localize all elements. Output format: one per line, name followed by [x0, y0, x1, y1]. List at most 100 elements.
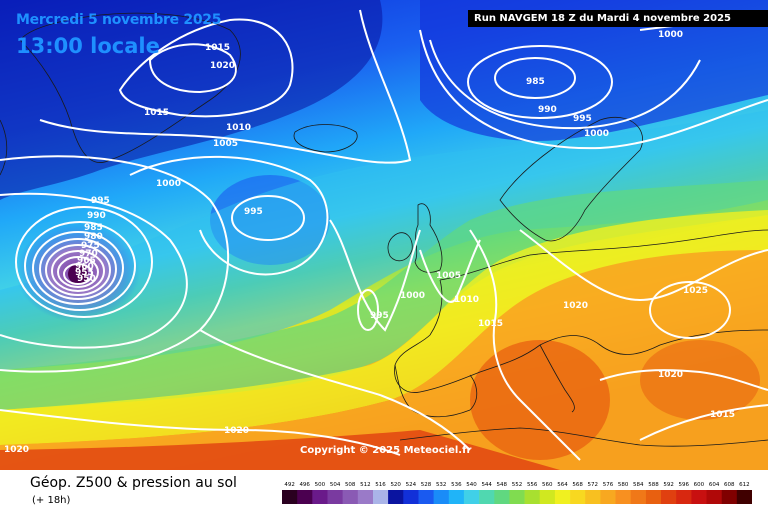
- legend-tick-label: 572: [588, 482, 599, 488]
- isobar-ring: [494, 57, 576, 99]
- isobar-ring: [57, 256, 99, 288]
- isobar-label: 1020: [224, 426, 249, 436]
- legend-tick-label: 504: [330, 482, 341, 488]
- legend-swatch: [645, 490, 662, 504]
- isobar-label: 1020: [4, 445, 29, 455]
- legend-tick-label: 512: [360, 482, 371, 488]
- isobar-label: 1000: [584, 129, 609, 139]
- isobar-label: 1025: [683, 286, 708, 296]
- isobar-line: [419, 239, 481, 303]
- legend-tick-label: 584: [633, 482, 644, 488]
- legend-swatch: [630, 490, 647, 504]
- legend-swatch: [342, 490, 359, 504]
- legend-swatch: [524, 490, 541, 504]
- legend-tick-label: 532: [436, 482, 447, 488]
- legend-tick-label: 596: [679, 482, 690, 488]
- legend-swatch: [448, 490, 465, 504]
- isobar-label: 960: [75, 262, 94, 272]
- legend-swatch: [509, 490, 525, 504]
- isobar-label: 1000: [156, 179, 181, 189]
- isobars: [0, 9, 768, 461]
- legend-swatch: [312, 490, 328, 504]
- forecast-date: Mercredi 5 novembre 2025: [16, 12, 222, 28]
- isobar-label: 970: [79, 249, 98, 259]
- copyright-notice: Copyright © 2025 Meteociel.fr: [300, 445, 472, 456]
- z500-yellow-band: [0, 210, 768, 445]
- legend-swatch: [585, 490, 601, 504]
- isobar-ring: [231, 195, 305, 241]
- z500-low-northeast: [420, 0, 768, 141]
- britain-coast: [414, 203, 443, 273]
- legend-tick-label: 500: [315, 482, 326, 488]
- z500-low-north: [0, 0, 383, 200]
- isobar-label: 1015: [478, 319, 503, 329]
- z500-red-south: [0, 430, 560, 470]
- isobar-label: 1020: [210, 61, 235, 71]
- legend-swatch: [282, 490, 298, 504]
- legend-swatch: [479, 490, 495, 504]
- isobar-label: 995: [244, 207, 263, 217]
- legend-swatch: [357, 490, 374, 504]
- ireland-coast: [387, 232, 413, 262]
- legend-swatch: [554, 490, 571, 504]
- canada-coast: [0, 119, 8, 176]
- isobar-labels: 1015 1020 1015 1010 1005 1000 995 995 99…: [4, 30, 735, 455]
- isobar-label: 985: [526, 77, 545, 87]
- legend-swatch: [661, 490, 677, 504]
- isobar-ring: [39, 238, 117, 300]
- z500-high-east: [640, 340, 760, 420]
- color-legend: 492 496 500 504 508 512 516 520 524 528 532 536 540 5…: [282, 482, 752, 504]
- legend-swatch: [721, 490, 738, 504]
- isobar-label: 975: [81, 241, 100, 251]
- legend-swatch: [418, 490, 434, 504]
- legend-tick-label: 612: [739, 482, 750, 488]
- isobar-ring: [63, 263, 93, 285]
- isobar-line: [519, 229, 768, 302]
- legend-tick-label: 600: [694, 482, 705, 488]
- legend-tick-label: 568: [572, 482, 583, 488]
- isobar-label: 1010: [454, 295, 479, 305]
- legend-swatch: [403, 490, 419, 504]
- isobar-label: 955: [75, 268, 94, 278]
- legend-swatch: [691, 490, 707, 504]
- isobar-line: [429, 39, 701, 130]
- weather-map: 1015 1020 1015 1010 1005 1000 995 995 99…: [0, 0, 768, 470]
- isobar-ring: [32, 231, 124, 305]
- legend-swatch: [570, 490, 586, 504]
- isobar-label: 1020: [563, 301, 588, 311]
- legend-tick-label: 492: [284, 482, 295, 488]
- isobar-label: 990: [538, 105, 557, 115]
- isobar-label: 950: [77, 274, 96, 284]
- z500-cyan-band: [0, 110, 768, 370]
- forecast-lead-time: (+ 18h): [32, 495, 71, 506]
- isobar-line: [148, 43, 237, 94]
- isobar-label: 995: [91, 196, 110, 206]
- isobar-label: 1015: [144, 108, 169, 118]
- legend-tick-label: 560: [542, 482, 553, 488]
- isobar-label: 1010: [226, 123, 251, 133]
- isobar-label: 990: [87, 211, 106, 221]
- z500-high-iberia: [470, 340, 610, 460]
- isobar-ring: [24, 221, 136, 311]
- isobar-label: 1000: [400, 291, 425, 301]
- legend-swatch: [463, 490, 480, 504]
- africa-coast: [399, 427, 768, 447]
- legend-swatch: [600, 490, 616, 504]
- scandinavia-coast: [499, 116, 643, 242]
- legend-tick-label: 592: [663, 482, 674, 488]
- isobar-line: [118, 18, 294, 118]
- isobar-line: [39, 9, 412, 164]
- legend-swatch: [297, 490, 313, 504]
- isobar-line: [329, 219, 421, 332]
- iberia-coast: [394, 364, 478, 418]
- legend-swatch: [539, 490, 556, 504]
- italy-coast: [539, 344, 575, 413]
- legend-tick-label: 508: [345, 482, 356, 488]
- legend-swatch: [706, 490, 722, 504]
- isobar-label: 1005: [213, 139, 238, 149]
- legend-swatch: [433, 490, 450, 504]
- deep-low-center: [68, 264, 88, 284]
- iceland-coast: [293, 124, 358, 153]
- legend-tick-label: 580: [618, 482, 629, 488]
- legend-tick-label: 548: [497, 482, 508, 488]
